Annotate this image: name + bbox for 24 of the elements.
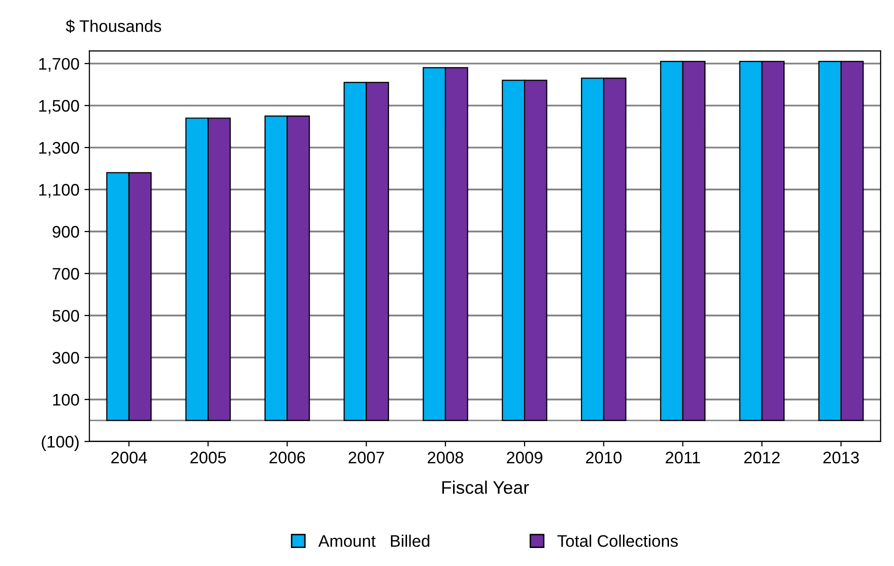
x-tick-label: 2009 [506,452,542,464]
x-tick-label: 2004 [111,452,148,464]
x-tick-label: 2005 [190,452,226,464]
y-tick-label: 700 [52,268,80,280]
x-tick-label: 2012 [744,452,780,464]
y-tick-label: 900 [52,226,80,238]
y-tick-label: 1,500 [39,100,80,114]
x-axis-title: Fiscal Year [442,480,529,494]
y-tick-label: 1,100 [39,184,80,198]
x-tick-label: 2010 [586,452,622,464]
x-tick-label: 2011 [666,452,700,464]
y-tick-label: 1,300 [39,142,80,156]
legend-label: Amount Billed [318,534,430,547]
y-tick-label: 100 [53,394,80,406]
y-tick-label: 1,700 [39,58,80,72]
x-tick-label: 2008 [428,452,464,464]
x-tick-label: 2007 [348,452,384,464]
y-tick-label: 300 [52,352,80,364]
legend-label: Total Collections [557,534,678,547]
x-tick-label: 2006 [270,452,306,464]
y-tick-label: (100) [42,435,79,451]
x-tick-label: 2013 [823,452,859,464]
y-axis-title: $ Thousands [66,20,162,34]
y-tick-label: 500 [52,310,80,322]
